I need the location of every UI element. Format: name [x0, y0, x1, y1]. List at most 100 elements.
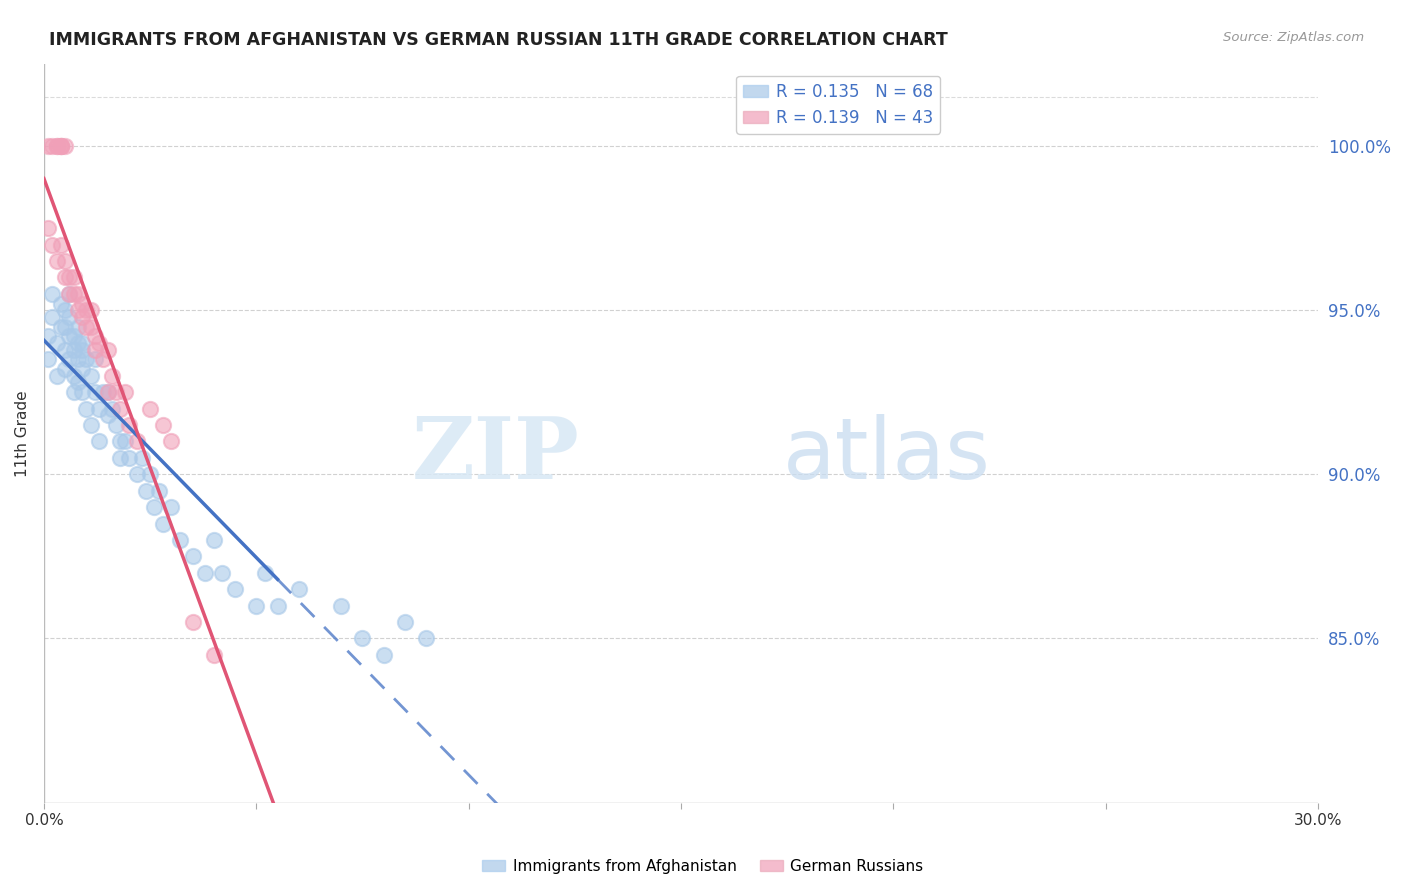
- Point: [245, 599, 267, 613]
- Point: [83, 352, 105, 367]
- Point: [75, 303, 97, 318]
- Point: [70, 310, 93, 324]
- Point: [415, 632, 437, 646]
- Point: [53, 319, 76, 334]
- Point: [49, 139, 72, 153]
- Point: [58, 270, 80, 285]
- Text: ZIP: ZIP: [412, 414, 579, 498]
- Point: [53, 343, 76, 357]
- Point: [181, 549, 204, 564]
- Point: [41, 139, 63, 153]
- Point: [49, 139, 72, 153]
- Point: [66, 319, 89, 334]
- Point: [169, 533, 191, 547]
- Point: [45, 368, 67, 383]
- Point: [211, 566, 233, 580]
- Point: [70, 296, 93, 310]
- Point: [79, 319, 101, 334]
- Point: [62, 343, 84, 357]
- Point: [45, 139, 67, 153]
- Legend: Immigrants from Afghanistan, German Russians: Immigrants from Afghanistan, German Russ…: [477, 853, 929, 880]
- Point: [66, 352, 89, 367]
- Point: [266, 599, 288, 613]
- Point: [62, 286, 84, 301]
- Point: [253, 566, 276, 580]
- Point: [62, 329, 84, 343]
- Point: [62, 385, 84, 400]
- Point: [87, 336, 110, 351]
- Point: [37, 221, 59, 235]
- Point: [79, 368, 101, 383]
- Point: [53, 362, 76, 376]
- Point: [45, 254, 67, 268]
- Text: Source: ZipAtlas.com: Source: ZipAtlas.com: [1223, 31, 1364, 45]
- Point: [135, 483, 157, 498]
- Point: [62, 270, 84, 285]
- Point: [101, 368, 124, 383]
- Point: [97, 385, 120, 400]
- Point: [66, 336, 89, 351]
- Point: [330, 599, 353, 613]
- Point: [93, 385, 115, 400]
- Point: [97, 385, 120, 400]
- Point: [41, 310, 63, 324]
- Point: [105, 418, 128, 433]
- Point: [110, 450, 132, 465]
- Point: [87, 434, 110, 449]
- Point: [79, 418, 101, 433]
- Point: [224, 582, 246, 597]
- Point: [53, 303, 76, 318]
- Point: [152, 418, 174, 433]
- Point: [87, 401, 110, 416]
- Point: [152, 516, 174, 531]
- Point: [139, 401, 162, 416]
- Point: [49, 237, 72, 252]
- Point: [49, 296, 72, 310]
- Text: IMMIGRANTS FROM AFGHANISTAN VS GERMAN RUSSIAN 11TH GRADE CORRELATION CHART: IMMIGRANTS FROM AFGHANISTAN VS GERMAN RU…: [49, 31, 948, 49]
- Point: [41, 237, 63, 252]
- Point: [97, 343, 120, 357]
- Point: [110, 401, 132, 416]
- Point: [70, 362, 93, 376]
- Point: [118, 450, 141, 465]
- Point: [143, 500, 166, 515]
- Point: [139, 467, 162, 482]
- Point: [62, 368, 84, 383]
- Point: [93, 352, 115, 367]
- Point: [37, 139, 59, 153]
- Point: [75, 352, 97, 367]
- Text: atlas: atlas: [783, 414, 991, 497]
- Point: [83, 329, 105, 343]
- Point: [49, 139, 72, 153]
- Point: [66, 286, 89, 301]
- Point: [75, 319, 97, 334]
- Point: [53, 254, 76, 268]
- Point: [41, 286, 63, 301]
- Point: [202, 648, 225, 662]
- Point: [70, 385, 93, 400]
- Point: [45, 336, 67, 351]
- Point: [97, 409, 120, 423]
- Point: [181, 615, 204, 629]
- Point: [58, 310, 80, 324]
- Point: [160, 434, 183, 449]
- Point: [58, 286, 80, 301]
- Point: [394, 615, 416, 629]
- Point: [127, 434, 149, 449]
- Point: [79, 303, 101, 318]
- Point: [37, 352, 59, 367]
- Y-axis label: 11th Grade: 11th Grade: [15, 390, 30, 476]
- Point: [70, 336, 93, 351]
- Point: [194, 566, 217, 580]
- Point: [114, 434, 136, 449]
- Point: [127, 467, 149, 482]
- Point: [160, 500, 183, 515]
- Point: [202, 533, 225, 547]
- Point: [45, 139, 67, 153]
- Point: [66, 303, 89, 318]
- Point: [66, 376, 89, 390]
- Point: [83, 385, 105, 400]
- Legend: R = 0.135   N = 68, R = 0.139   N = 43: R = 0.135 N = 68, R = 0.139 N = 43: [737, 76, 941, 134]
- Point: [101, 401, 124, 416]
- Point: [75, 401, 97, 416]
